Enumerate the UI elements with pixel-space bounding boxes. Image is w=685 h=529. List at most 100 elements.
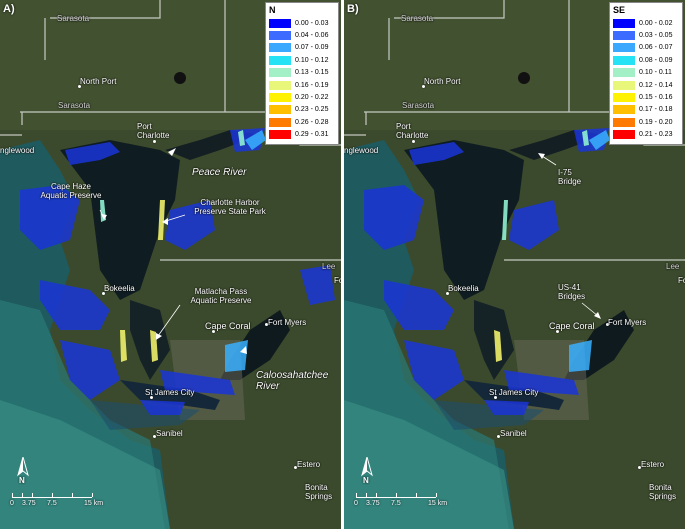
scale-bar-line xyxy=(12,491,93,498)
scale-label: 0 xyxy=(354,500,358,507)
legend-label: 0.13 - 0.15 xyxy=(295,69,329,77)
place-label-north-port: North Port xyxy=(424,77,461,86)
place-label-sarasota-mid: Sarasota xyxy=(402,101,435,110)
legend-swatch xyxy=(269,31,291,41)
legend-swatch xyxy=(613,93,635,103)
place-label-st-james-city: St James City xyxy=(489,388,539,397)
map-panel-a: A) Sarasota North Port Sarasota Port Cha… xyxy=(0,0,341,529)
place-label-cape-coral: Cape Coral xyxy=(549,321,595,331)
scale-tick xyxy=(72,493,73,497)
place-label-cape-coral: Cape Coral xyxy=(205,321,251,331)
scale-tick xyxy=(376,493,377,497)
legend-rows: 0.00 - 0.02 0.03 - 0.05 0.06 - 0.07 0.08 - … xyxy=(613,17,679,141)
place-label-sarasota-mid: Sarasota xyxy=(58,101,91,110)
legend-label: 0.12 - 0.14 xyxy=(639,81,673,89)
place-label-sanibel: Sanibel xyxy=(156,429,183,438)
north-arrow-icon xyxy=(17,455,29,477)
legend-label: 0.21 - 0.23 xyxy=(639,131,673,139)
legend-label: 0.23 - 0.25 xyxy=(295,106,329,114)
panel-letter: B) xyxy=(347,3,359,15)
legend-label: 0.19 - 0.20 xyxy=(639,118,673,126)
scale-label: 3.75 xyxy=(22,500,36,507)
north-arrow: N xyxy=(16,455,30,485)
scale-tick xyxy=(416,493,417,497)
legend-item: 0.20 - 0.22 xyxy=(269,91,335,103)
map-panel-b: B) Sarasota North Port Sarasota Port Cha… xyxy=(344,0,685,529)
legend-item: 0.10 - 0.12 xyxy=(269,54,335,66)
town-dot xyxy=(494,396,497,399)
feature-label-charlotte-harbor: Charlotte Harbor Preserve State Park xyxy=(194,198,266,216)
place-label-bokeelia: Bokeelia xyxy=(448,284,479,293)
scale-tick xyxy=(436,493,437,497)
place-label-lee: Lee xyxy=(666,262,680,271)
legend-swatch xyxy=(613,130,635,140)
place-label-estero: Estero xyxy=(297,460,321,469)
place-label-bokeelia: Bokeelia xyxy=(104,284,135,293)
legend-item: 0.04 - 0.06 xyxy=(269,29,335,41)
legend-swatch xyxy=(613,80,635,90)
town-dot xyxy=(153,435,156,438)
scale-tick xyxy=(22,493,23,497)
town-dot xyxy=(212,330,215,333)
legend-label: 0.20 - 0.22 xyxy=(295,94,329,102)
town-dot xyxy=(606,323,609,326)
feature-label-caloosahatchee: Caloosahatchee River xyxy=(256,370,329,392)
legend-swatch xyxy=(269,117,291,127)
pointer-arrows-b xyxy=(538,153,601,319)
legend-label: 0.26 - 0.28 xyxy=(295,118,329,126)
scale-tick xyxy=(356,493,357,497)
legend-label: 0.10 - 0.11 xyxy=(639,69,672,77)
place-label-bonita-springs: Bonita Springs xyxy=(649,483,677,501)
legend-swatch xyxy=(269,55,291,65)
place-label-north-port: North Port xyxy=(80,77,117,86)
place-label-fort-myers: Fort Myers xyxy=(268,318,307,327)
scale-tick xyxy=(52,493,53,497)
legend-label: 0.04 - 0.06 xyxy=(295,32,329,40)
town-dot xyxy=(78,85,81,88)
feature-label-i75: I-75 Bridge xyxy=(558,168,582,186)
legend-swatch xyxy=(269,93,291,103)
legend-item: 0.12 - 0.14 xyxy=(613,79,679,91)
town-dot xyxy=(556,330,559,333)
scale-tick xyxy=(92,493,93,497)
legend-label: 0.15 - 0.16 xyxy=(639,94,673,102)
legend-item: 0.26 - 0.28 xyxy=(269,116,335,128)
legend-item: 0.19 - 0.20 xyxy=(613,116,679,128)
legend-a: N 0.00 - 0.03 0.04 - 0.06 0.07 - 0.09 0.10 … xyxy=(265,2,339,145)
legend-item: 0.00 - 0.02 xyxy=(613,17,679,29)
place-label-bonita-springs: Bonita Springs xyxy=(305,483,333,501)
legend-swatch xyxy=(269,105,291,115)
legend-label: 0.00 - 0.03 xyxy=(295,19,329,27)
place-label-fort-short: Fo xyxy=(678,276,685,285)
place-label-st-james-city: St James City xyxy=(145,388,195,397)
pointer-arrows-a xyxy=(99,148,247,354)
panel-letter: A) xyxy=(3,3,15,15)
town-dot xyxy=(446,292,449,295)
place-label-sanibel: Sanibel xyxy=(500,429,527,438)
feature-label-peace-river: Peace River xyxy=(192,167,247,178)
legend-swatch xyxy=(269,43,291,53)
scale-label: 7.5 xyxy=(47,500,57,507)
legend-swatch xyxy=(613,68,635,78)
place-label-englewood: nglewood xyxy=(0,146,35,155)
legend-item: 0.15 - 0.16 xyxy=(613,91,679,103)
legend-label: 0.06 - 0.07 xyxy=(639,44,673,52)
legend-item: 0.03 - 0.05 xyxy=(613,29,679,41)
legend-label: 0.03 - 0.05 xyxy=(639,32,673,40)
legend-item: 0.17 - 0.18 xyxy=(613,104,679,116)
legend-item: 0.10 - 0.11 xyxy=(613,67,679,79)
legend-swatch xyxy=(613,43,635,53)
north-label: N xyxy=(19,476,25,485)
legend-item: 0.16 - 0.19 xyxy=(269,79,335,91)
legend-title: SE xyxy=(613,5,626,15)
legend-label: 0.00 - 0.02 xyxy=(639,19,673,27)
scale-bar-line xyxy=(356,491,437,498)
legend-rows: 0.00 - 0.03 0.04 - 0.06 0.07 - 0.09 0.10 - … xyxy=(269,17,335,141)
place-label-sarasota-top: Sarasota xyxy=(57,14,90,23)
scale-tick xyxy=(396,493,397,497)
legend-label: 0.10 - 0.12 xyxy=(295,56,329,64)
feature-label-us41: US-41 Bridges xyxy=(558,283,586,301)
town-dot xyxy=(265,323,268,326)
legend-swatch xyxy=(269,18,291,28)
legend-b: SE 0.00 - 0.02 0.03 - 0.05 0.06 - 0.07 0.08… xyxy=(609,2,683,145)
